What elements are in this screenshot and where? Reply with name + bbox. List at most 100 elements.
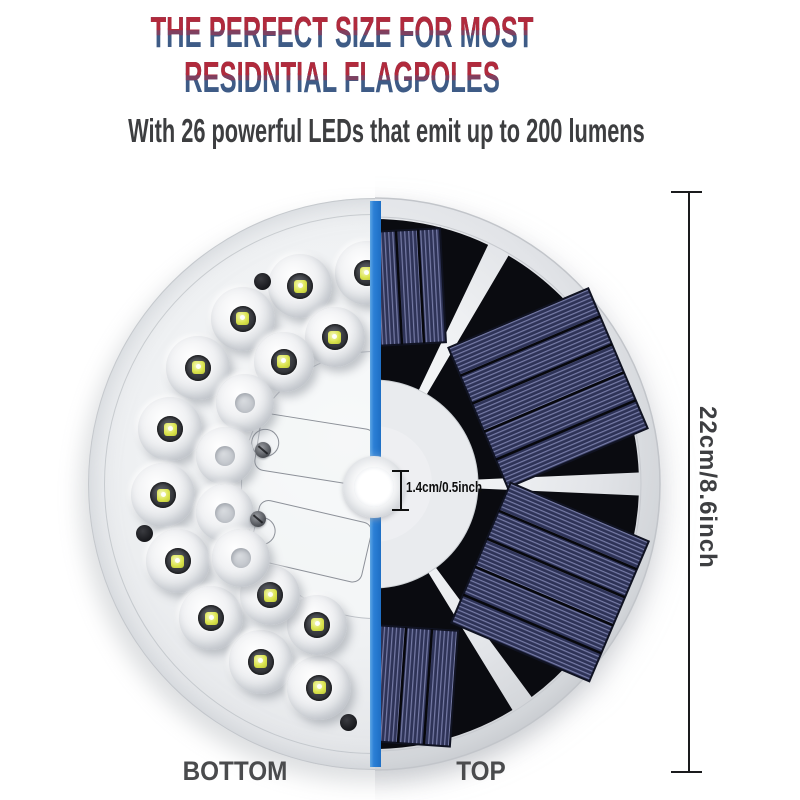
led-glint (316, 684, 322, 690)
diameter-dimension-cap-bottom (671, 771, 702, 773)
led-chip (277, 355, 291, 369)
led-lens (287, 273, 314, 300)
headline-line1-red-layer: THE PERFECT SIZE FOR MOST (150, 8, 534, 57)
led-chip (156, 488, 170, 502)
led-lens (198, 605, 225, 632)
led-dome (228, 629, 293, 694)
led-dome (304, 307, 365, 368)
led-lens (247, 648, 274, 675)
led-dome (179, 586, 244, 651)
led-dome (131, 463, 196, 528)
diameter-dimension-cap-top (671, 191, 702, 193)
solar-panel (374, 228, 446, 345)
led-dome (210, 286, 275, 351)
solar-cell-divider (499, 511, 637, 570)
led-lens (270, 348, 297, 375)
led-lens (257, 582, 284, 609)
led-chip (310, 618, 324, 632)
diameter-dimension-line (688, 192, 690, 772)
led-chip (360, 266, 374, 280)
led-dome (145, 529, 210, 594)
hole-dimension-label: 1.4cm/0.5inch (406, 480, 483, 496)
led-chip (328, 330, 342, 344)
led-glint (175, 557, 181, 563)
solar-cell-divider (472, 344, 612, 403)
led-chip (204, 611, 218, 625)
led-glint (281, 358, 287, 364)
led-dome (287, 655, 352, 720)
solar-panel (451, 483, 648, 682)
solar-panel-surface (374, 228, 446, 345)
plain-dome (195, 427, 254, 486)
led-lens (321, 324, 348, 351)
hole-dimension-cap-bottom (392, 509, 409, 511)
hole-dimension-cap-top (392, 470, 409, 472)
led-glint (297, 282, 303, 288)
dome-dimple (214, 503, 235, 523)
dome-dimple (231, 547, 252, 568)
led-lens (185, 354, 212, 381)
solar-panel (448, 288, 647, 487)
solar-cell-divider (484, 372, 624, 431)
solar-cell-divider (496, 400, 636, 459)
led-glint (195, 364, 201, 370)
led-chip (171, 554, 185, 568)
headline-line2: RESIDNTIAL FLAGPOLES RESIDNTIAL FLAGPOLE… (144, 55, 541, 100)
led-chip (293, 279, 307, 293)
screw-hole-dot (254, 273, 271, 290)
headline-line1-blue-layer: THE PERFECT SIZE FOR MOST (150, 8, 534, 57)
led-dome (268, 254, 333, 319)
led-glint (167, 425, 173, 431)
headline-line2-mid-layer: RESIDNTIAL FLAGPOLES (184, 53, 500, 102)
solar-panel-surface (448, 288, 647, 487)
led-glint (240, 315, 246, 321)
led-chip (191, 361, 205, 375)
solar-cell-divider (418, 230, 424, 344)
led-glint (364, 269, 370, 275)
led-glint (332, 333, 338, 339)
solar-cell-divider (475, 567, 613, 626)
solar-cell-divider (463, 595, 601, 654)
solar-panel-surface (451, 483, 648, 682)
led-lens (229, 305, 256, 332)
led-glint (160, 491, 166, 497)
cover-screw (250, 511, 266, 527)
solar-cell-divider (398, 627, 406, 743)
led-glint (208, 614, 214, 620)
diameter-dimension-label: 22cm/8.6inch (694, 406, 721, 569)
subheadline: With 26 powerful LEDs that emit up to 20… (128, 112, 645, 149)
solar-cell-divider (460, 316, 600, 375)
led-lens (150, 482, 177, 509)
headline-line2-red-layer: RESIDNTIAL FLAGPOLES (184, 53, 500, 102)
headline: THE PERFECT SIZE FOR MOST THE PERFECT SI… (0, 10, 684, 100)
plain-dome (212, 528, 271, 587)
screw-hole-dot (340, 714, 357, 731)
led-lens (157, 416, 184, 443)
led-dome (138, 397, 203, 462)
led-chip (312, 681, 326, 695)
solar-panel (372, 625, 458, 746)
cover-screw (255, 442, 271, 458)
solar-panel-surface (372, 625, 458, 746)
led-lens (164, 548, 191, 575)
headline-line2-blue-layer: RESIDNTIAL FLAGPOLES (184, 53, 500, 102)
led-dome (166, 335, 231, 400)
led-glint (258, 658, 264, 664)
flagpole-hole (354, 467, 394, 507)
led-chip (236, 312, 250, 326)
bottom-view-label: BOTTOM (182, 756, 288, 786)
led-chip (263, 588, 277, 602)
led-lens (304, 611, 331, 638)
hole-dimension-line (400, 471, 402, 509)
dome-dimple (235, 393, 256, 414)
headline-line1: THE PERFECT SIZE FOR MOST THE PERFECT SI… (144, 10, 541, 55)
solar-cell-divider (424, 629, 432, 745)
led-chip (163, 422, 177, 436)
solar-cell-divider (396, 231, 402, 345)
led-lens (306, 674, 333, 701)
top-view-label: TOP (456, 756, 506, 786)
led-dome (287, 594, 348, 655)
dome-dimple (214, 446, 235, 467)
